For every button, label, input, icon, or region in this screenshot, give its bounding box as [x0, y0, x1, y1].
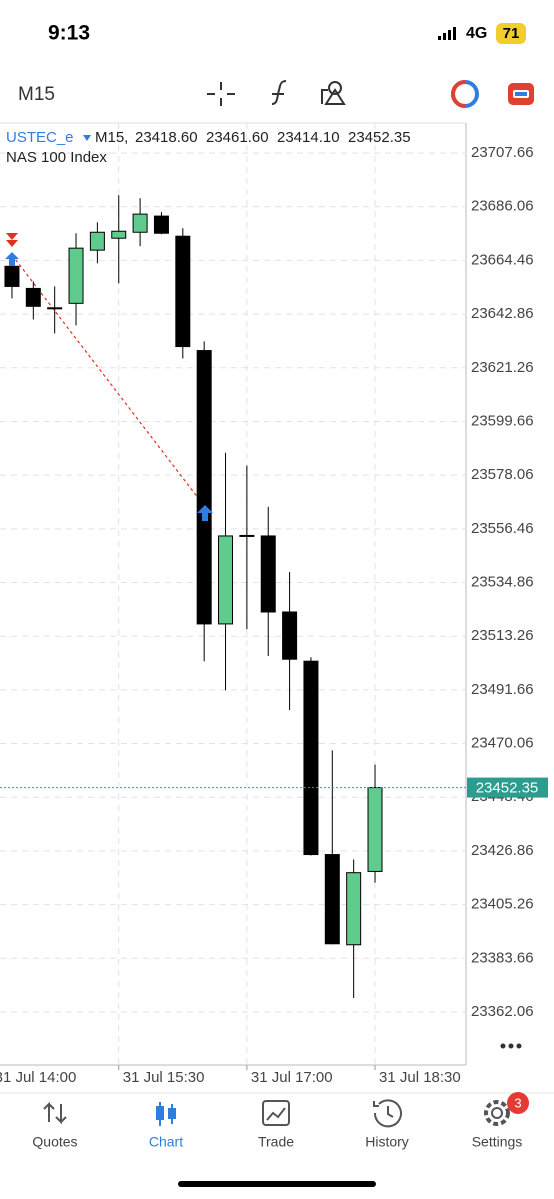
account-icon[interactable]	[508, 83, 534, 105]
crosshair-icon[interactable]	[207, 82, 235, 106]
chart-icon[interactable]	[156, 1102, 176, 1126]
candle-body	[239, 534, 255, 537]
y-tick-label: 23556.46	[471, 520, 534, 537]
ohlc-value: 23418.60	[135, 129, 198, 146]
header-timeframe: M15,	[95, 129, 128, 146]
x-tick-label: 31 Jul 15:30	[123, 1069, 205, 1086]
ohlc-value: 23414.10	[277, 129, 340, 146]
y-tick-label: 23513.26	[471, 627, 534, 644]
y-tick-label: 23599.66	[471, 412, 534, 429]
y-tick-label: 23362.06	[471, 1003, 534, 1020]
trade-icon[interactable]	[451, 80, 479, 108]
candle-body	[25, 287, 41, 307]
y-tick-label: 23491.66	[471, 681, 534, 698]
candle-body	[4, 265, 20, 287]
candle-body	[175, 235, 191, 348]
ohlc-value: 23461.60	[206, 129, 269, 146]
candle-body	[260, 535, 276, 613]
indicator-icon[interactable]	[271, 80, 287, 105]
last-price-box	[467, 777, 548, 798]
y-tick-label: 23686.06	[471, 198, 534, 215]
candle-body	[282, 611, 298, 660]
candles	[4, 195, 383, 998]
network: 4G	[466, 25, 487, 42]
y-tick-label: 23426.86	[471, 842, 534, 859]
battery-icon	[496, 23, 526, 44]
timeframe-button[interactable]: M15	[18, 84, 55, 105]
y-tick-label: 23621.26	[471, 359, 534, 376]
candle-body	[303, 660, 319, 856]
symbol: USTEC_e	[6, 129, 74, 146]
y-tick-label: 23405.26	[471, 896, 534, 913]
y-tick-label: 23470.06	[471, 735, 534, 752]
y-tick-label: 23578.06	[471, 466, 534, 483]
y-tick-label: 23707.66	[471, 144, 534, 161]
x-tick-label: 31 Jul 17:00	[251, 1069, 333, 1086]
tab-label[interactable]: History	[365, 1134, 409, 1150]
tab-label[interactable]: Chart	[149, 1134, 183, 1150]
y-tick-label: 23383.66	[471, 949, 534, 966]
tab-label[interactable]: Trade	[258, 1134, 294, 1150]
tab-label[interactable]: Quotes	[32, 1134, 77, 1150]
objects-icon[interactable]	[321, 81, 346, 105]
trade-tab-icon[interactable]	[262, 1100, 290, 1126]
candle-body	[218, 535, 234, 625]
settings-badge: 3	[514, 1095, 521, 1110]
candle-body	[196, 350, 212, 625]
y-tick-label: 23534.86	[471, 573, 534, 590]
chart-subtitle: NAS 100 Index	[6, 149, 107, 166]
candle-body	[153, 215, 169, 234]
candle-body	[132, 213, 148, 233]
candle-body	[68, 247, 84, 304]
y-tick-label: 23664.46	[471, 251, 534, 268]
candle-body	[346, 872, 362, 946]
chart-header: USTEC_e M15, 23418.60 23461.60 23414.10 23452…	[6, 129, 411, 146]
history-icon[interactable]	[373, 1099, 402, 1128]
battery: 71	[503, 25, 520, 42]
candle-body	[47, 307, 63, 310]
symbol-dropdown	[83, 135, 91, 141]
signal-icon	[438, 27, 456, 40]
candle-body	[89, 231, 105, 251]
y-tick-label: 23642.86	[471, 305, 534, 322]
badge	[507, 1092, 529, 1114]
tab-label[interactable]: Settings	[472, 1134, 523, 1150]
more-button[interactable]	[500, 1043, 522, 1049]
status-time: 9:13	[48, 22, 90, 45]
x-tick-label: 31 Jul 18:30	[379, 1069, 461, 1086]
candle-body	[324, 854, 340, 945]
home-indicator	[178, 1181, 376, 1187]
quotes-icon[interactable]	[43, 1101, 67, 1125]
last-price-label: 23452.35	[476, 780, 539, 797]
settings-icon[interactable]	[484, 1100, 510, 1126]
trade-line	[11, 254, 206, 508]
candle-body	[111, 230, 127, 239]
trade-markers	[5, 233, 213, 521]
ohlc-value: 23452.35	[348, 129, 411, 146]
candle-body	[367, 787, 383, 872]
x-tick-label: 31 Jul 14:00	[0, 1069, 76, 1086]
grid	[0, 123, 466, 1070]
